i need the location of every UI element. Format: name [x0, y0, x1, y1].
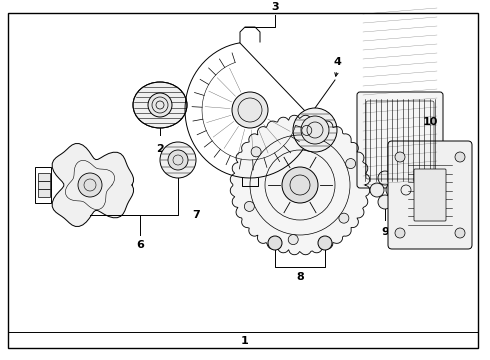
Circle shape	[160, 142, 196, 178]
Text: 7: 7	[192, 210, 200, 220]
Text: 8: 8	[296, 272, 304, 282]
FancyBboxPatch shape	[396, 179, 416, 201]
Circle shape	[288, 235, 298, 244]
Circle shape	[378, 195, 392, 209]
Bar	[38, 181, 50, 189]
Circle shape	[282, 167, 318, 203]
Circle shape	[268, 236, 282, 250]
Circle shape	[339, 213, 349, 223]
Text: 2: 2	[156, 144, 164, 154]
Circle shape	[455, 152, 465, 162]
Circle shape	[302, 125, 312, 135]
FancyBboxPatch shape	[357, 92, 443, 188]
FancyBboxPatch shape	[414, 169, 446, 221]
Circle shape	[370, 183, 384, 197]
Ellipse shape	[133, 82, 187, 128]
Text: 5: 5	[396, 204, 404, 214]
Text: 9: 9	[381, 227, 389, 237]
Bar	[38, 173, 50, 181]
Text: 3: 3	[271, 2, 279, 12]
Circle shape	[251, 147, 261, 157]
Text: 4: 4	[333, 57, 341, 67]
Circle shape	[232, 92, 268, 128]
Polygon shape	[230, 115, 370, 255]
Circle shape	[395, 228, 405, 238]
Circle shape	[455, 228, 465, 238]
Circle shape	[318, 236, 332, 250]
Bar	[35, 167, 51, 203]
Circle shape	[293, 108, 337, 152]
Text: 1: 1	[241, 336, 249, 346]
Circle shape	[148, 93, 172, 117]
Circle shape	[301, 116, 329, 144]
Text: 10: 10	[422, 117, 438, 127]
Circle shape	[345, 159, 356, 168]
FancyBboxPatch shape	[388, 141, 472, 249]
Bar	[38, 189, 50, 197]
Circle shape	[78, 173, 102, 197]
Circle shape	[395, 152, 405, 162]
Circle shape	[168, 150, 188, 170]
Text: 6: 6	[136, 240, 144, 250]
Polygon shape	[52, 144, 133, 226]
Circle shape	[386, 183, 400, 197]
Circle shape	[378, 171, 392, 185]
Circle shape	[245, 201, 254, 211]
